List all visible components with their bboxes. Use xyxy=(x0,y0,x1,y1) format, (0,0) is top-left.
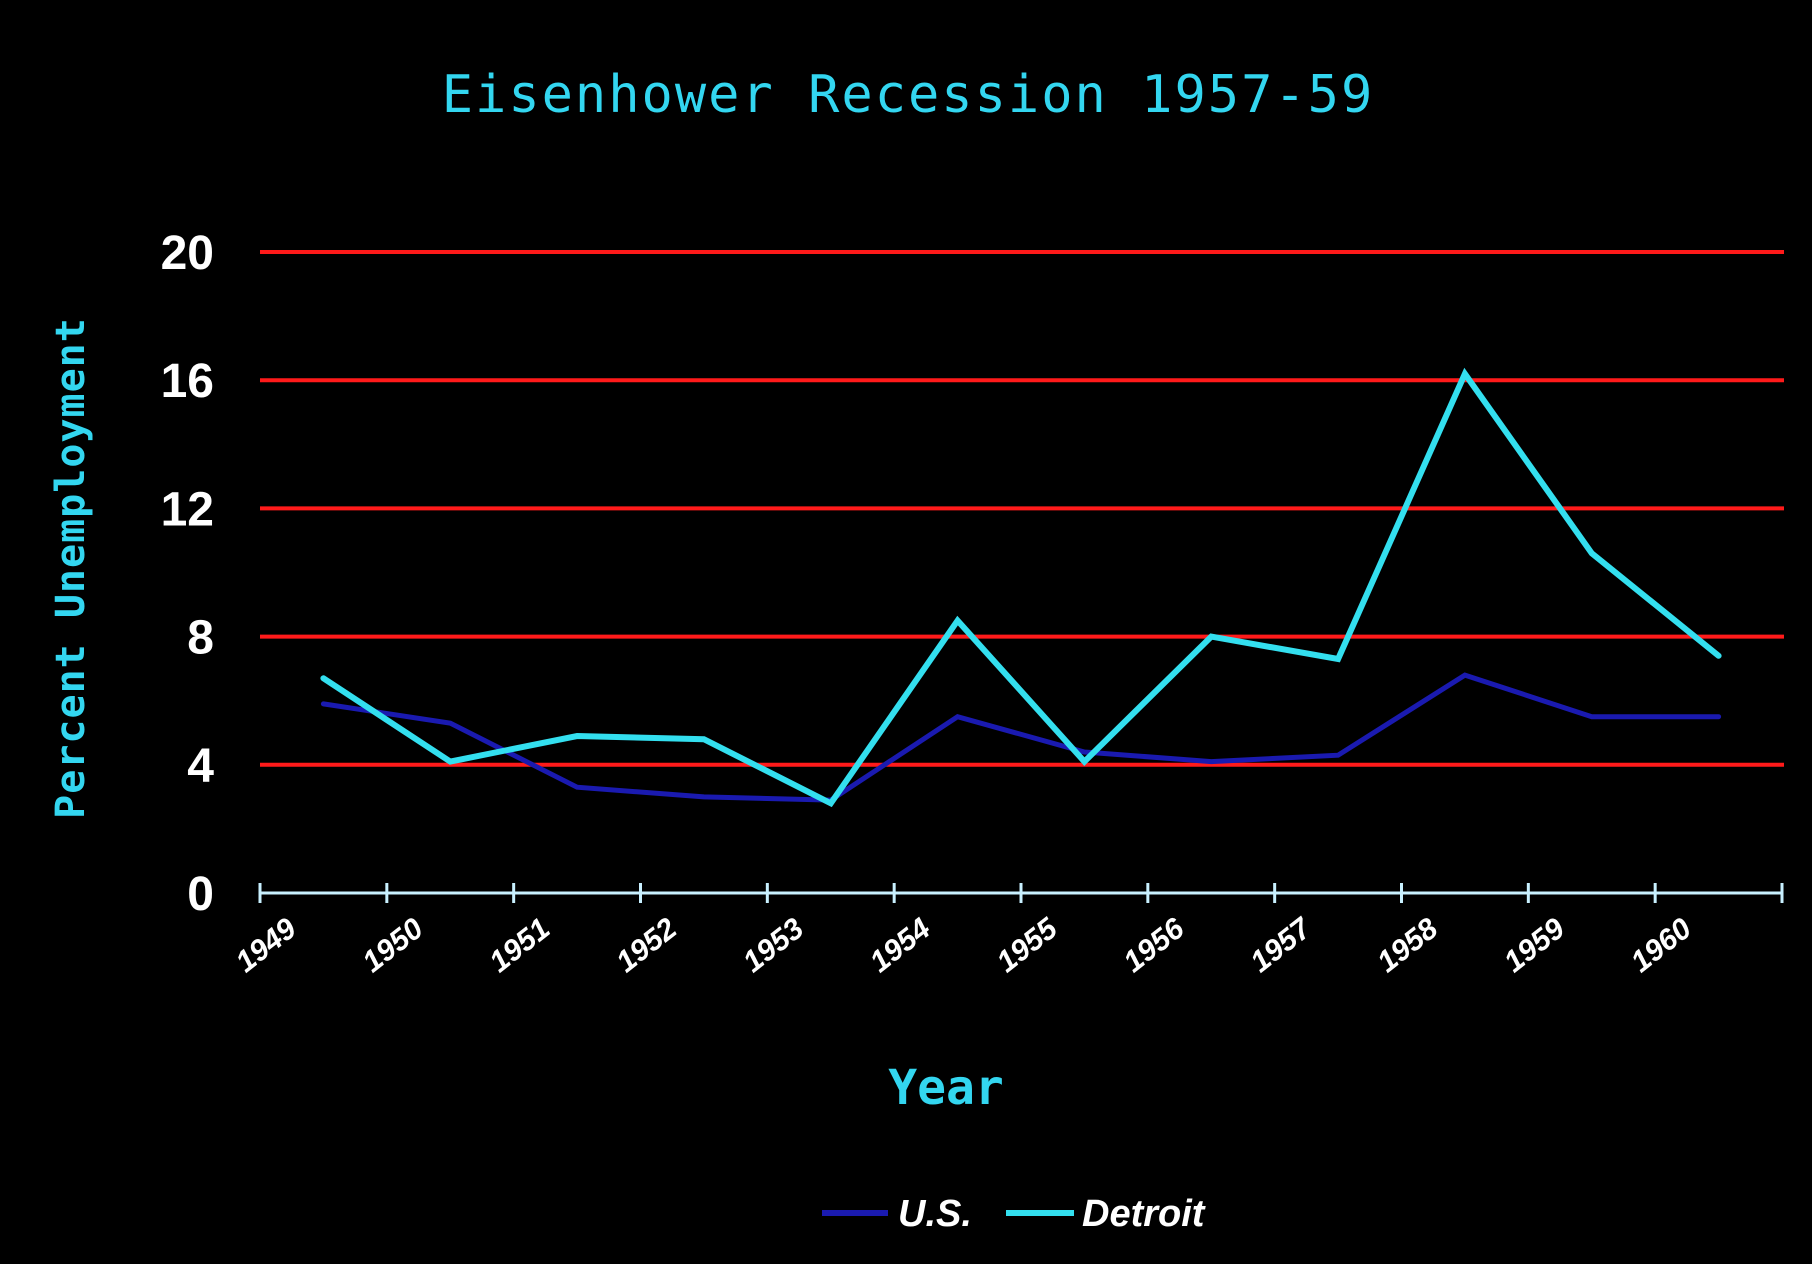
data-point-detroit xyxy=(1083,760,1086,763)
data-point-us xyxy=(322,702,325,705)
legend-label-detroit: Detroit xyxy=(1082,1193,1206,1235)
data-point-detroit xyxy=(322,677,325,680)
legend: U.S. Detroit xyxy=(822,1193,1206,1235)
series-line-detroit xyxy=(320,367,1722,808)
legend-label-us: U.S. xyxy=(898,1193,972,1235)
data-point-us xyxy=(1717,715,1720,718)
gridlines xyxy=(260,250,1784,767)
data-point-detroit xyxy=(1717,654,1720,657)
chart-title: Eisenhower Recession 1957-59 xyxy=(442,65,1375,125)
data-point-detroit xyxy=(829,802,832,805)
data-point-detroit xyxy=(1590,552,1593,555)
data-point-us xyxy=(1590,715,1593,718)
x-axis xyxy=(258,883,1784,903)
y-tick-label: 20 xyxy=(161,227,214,280)
data-point-us xyxy=(1210,760,1213,763)
series-line-us xyxy=(320,672,1722,803)
y-tick-labels: 0 4 8 12 16 20 xyxy=(161,227,215,921)
data-point-detroit xyxy=(1210,635,1213,638)
data-point-detroit xyxy=(1463,372,1466,375)
data-point-detroit xyxy=(956,619,959,622)
data-point-detroit xyxy=(576,734,579,737)
y-tick-label: 8 xyxy=(187,612,214,665)
data-point-us xyxy=(576,786,579,789)
y-tick-label: 4 xyxy=(187,740,214,793)
y-tick-label: 0 xyxy=(187,868,214,921)
data-point-detroit xyxy=(449,760,452,763)
data-point-us xyxy=(1083,750,1086,753)
data-point-detroit xyxy=(1337,658,1340,661)
data-point-us xyxy=(956,715,959,718)
y-tick-label: 12 xyxy=(161,483,214,536)
y-axis-label: Percent Unemployment xyxy=(48,317,94,819)
y-tick-label: 16 xyxy=(161,355,214,408)
x-axis-label: Year xyxy=(888,1060,1004,1116)
data-point-us xyxy=(1337,754,1340,757)
data-point-us xyxy=(1463,674,1466,677)
data-point-detroit xyxy=(702,738,705,741)
series-lines xyxy=(320,367,1722,808)
data-point-us xyxy=(702,795,705,798)
data-point-us xyxy=(449,722,452,725)
